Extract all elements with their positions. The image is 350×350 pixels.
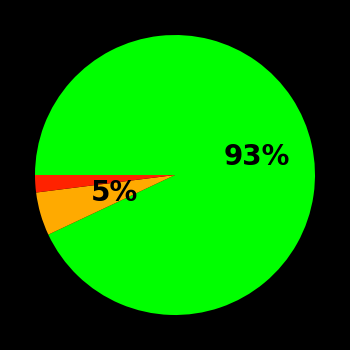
Text: 5%: 5% [91, 178, 138, 206]
Text: 93%: 93% [224, 143, 290, 171]
Wedge shape [35, 35, 315, 315]
Wedge shape [36, 175, 175, 234]
Wedge shape [35, 175, 175, 192]
